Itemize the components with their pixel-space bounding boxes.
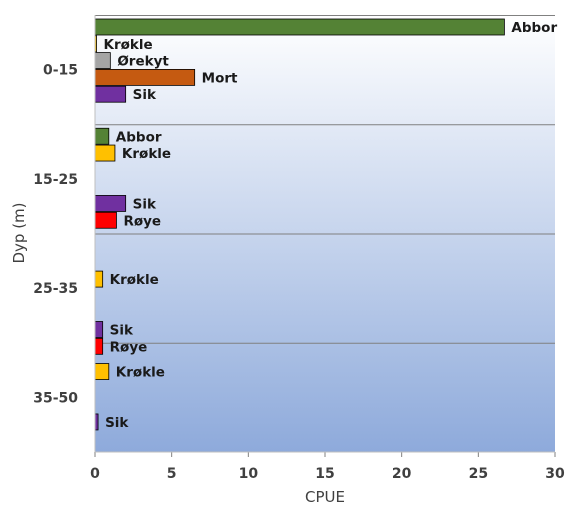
bar-label: Abbor xyxy=(116,129,162,145)
bar-35-50-Krøkle xyxy=(94,363,110,380)
bar-label: Krøkle xyxy=(110,272,159,288)
x-tick-label: 5 xyxy=(167,466,177,482)
bar-15-25-Krøkle xyxy=(94,144,116,162)
y-tick-label: 15-25 xyxy=(33,172,78,188)
x-tick-label: 10 xyxy=(239,466,259,482)
y-axis-title: Dyp (m) xyxy=(10,202,28,263)
bar-0-15-Sik xyxy=(94,85,127,103)
bar-label: Ørekyt xyxy=(117,54,169,70)
y-tick-label: 25-35 xyxy=(33,281,78,297)
x-axis-title: CPUE xyxy=(305,488,345,506)
bar-label: Sik xyxy=(133,196,157,212)
bar-15-25-Abbor xyxy=(94,127,110,145)
bar-15-25-Røye xyxy=(94,211,117,229)
bar-0-15-Mort xyxy=(94,69,196,86)
x-tick-label: 25 xyxy=(469,466,488,482)
bar-0-15-Ørekyt xyxy=(94,52,111,69)
bar-25-35-Røye xyxy=(94,337,104,355)
bar-label: Abbor xyxy=(511,20,557,36)
bar-0-15-Abbor xyxy=(94,18,505,36)
bar-25-35-Sik xyxy=(94,321,104,338)
bar-label: Sik xyxy=(105,415,129,431)
x-tick-label: 20 xyxy=(392,466,412,482)
bar-label: Krøkle xyxy=(116,365,165,381)
bar-label: Røye xyxy=(110,339,148,355)
bar-label: Røye xyxy=(123,213,161,229)
bar-label: Krøkle xyxy=(104,37,153,53)
x-tick-label: 15 xyxy=(315,466,334,482)
bar-15-25-Sik xyxy=(94,195,127,212)
x-tick-label: 30 xyxy=(545,466,565,482)
x-tick-label: 0 xyxy=(90,466,100,482)
y-tick-label: 35-50 xyxy=(33,390,78,406)
bar-25-35-Krøkle xyxy=(94,270,104,288)
bar-label: Mort xyxy=(202,70,238,86)
bar-label: Sik xyxy=(110,323,134,339)
bar-label: Krøkle xyxy=(122,146,171,162)
bar-label: Sik xyxy=(133,87,157,103)
y-tick-label: 0-15 xyxy=(43,63,78,79)
